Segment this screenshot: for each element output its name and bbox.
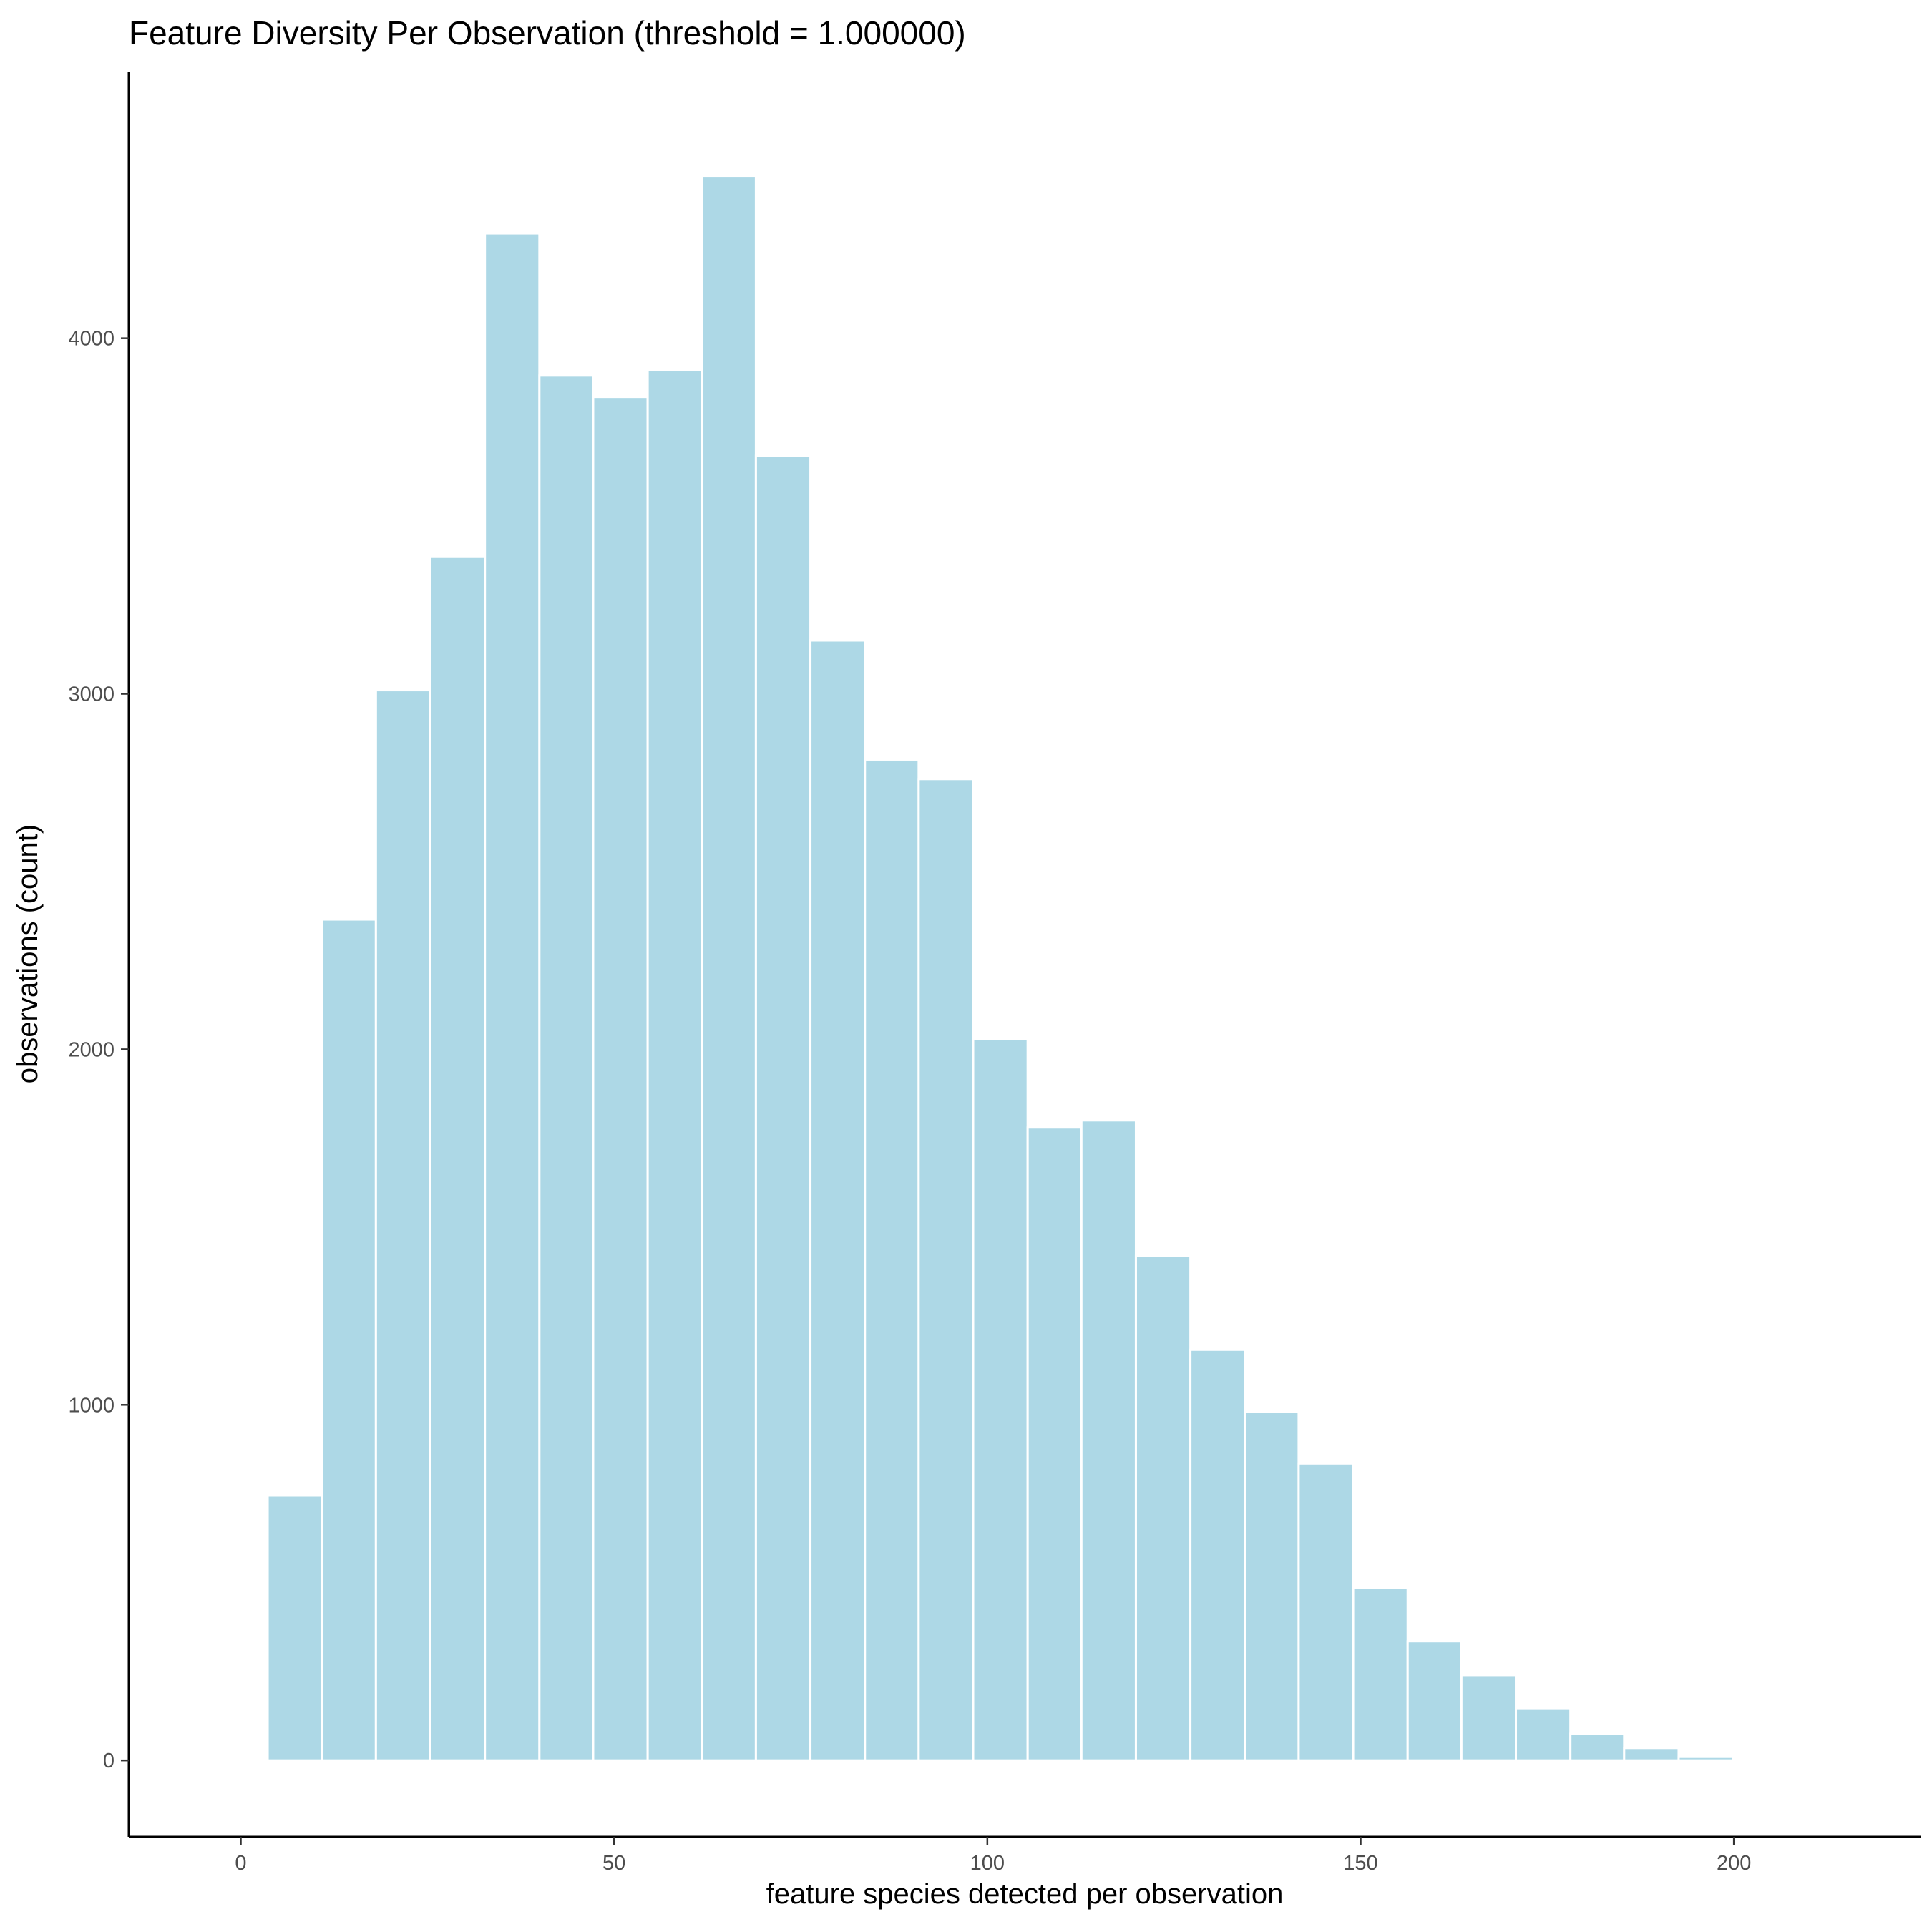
x-tick-label: 200: [1717, 1852, 1751, 1875]
histogram-bar-22: [1406, 1640, 1463, 1762]
y-tick-label: 1000: [68, 1394, 114, 1417]
histogram-bar-7: [592, 396, 649, 1762]
x-axis-title: feature species detected per observation: [766, 1878, 1284, 1910]
histogram-bar-27: [1677, 1755, 1735, 1762]
x-axis-ticks: 0 50 100 150 200: [235, 1837, 1751, 1875]
histogram-bar-6: [538, 374, 595, 1762]
histogram-bar-25: [1569, 1732, 1626, 1762]
y-tick-label: 3000: [68, 683, 114, 706]
histogram-bar-8: [646, 369, 703, 1762]
histogram-bar-24: [1515, 1707, 1572, 1762]
histogram-bar-16: [1080, 1119, 1137, 1762]
histogram-bar-15: [1026, 1126, 1083, 1762]
histogram-bar-18: [1189, 1348, 1246, 1762]
histogram-bar-19: [1244, 1410, 1300, 1762]
y-axis-ticks: 0 1000 2000 3000 4000: [68, 328, 129, 1772]
histogram-bar-10: [754, 454, 812, 1762]
histogram-bar-23: [1460, 1674, 1518, 1762]
histogram-bar-20: [1297, 1462, 1355, 1762]
y-tick-label: 2000: [68, 1038, 114, 1061]
y-tick-label: 0: [103, 1750, 114, 1772]
histogram-bars: [266, 175, 1735, 1762]
y-tick-label: 4000: [68, 328, 114, 351]
x-tick-label: 150: [1343, 1852, 1377, 1875]
histogram-bar-14: [972, 1038, 1029, 1762]
x-tick-label: 0: [235, 1852, 246, 1875]
histogram-bar-5: [484, 232, 541, 1762]
histogram-bar-13: [917, 778, 975, 1762]
y-axis-title: observations (count): [12, 824, 44, 1083]
histogram-bar-4: [429, 555, 487, 1762]
histogram-bar-11: [809, 639, 867, 1762]
x-tick-label: 50: [602, 1852, 625, 1875]
histogram-bar-9: [701, 175, 757, 1762]
histogram-bar-26: [1623, 1747, 1680, 1762]
chart-title: Feature Diversity Per Observation (thres…: [129, 14, 966, 52]
histogram-bar-1: [266, 1494, 323, 1762]
histogram-bar-2: [321, 918, 377, 1762]
histogram-bar-17: [1134, 1254, 1192, 1762]
histogram-bar-3: [374, 689, 432, 1762]
histogram-bar-21: [1352, 1586, 1409, 1762]
x-tick-label: 100: [970, 1852, 1005, 1875]
histogram-bar-12: [864, 758, 920, 1762]
